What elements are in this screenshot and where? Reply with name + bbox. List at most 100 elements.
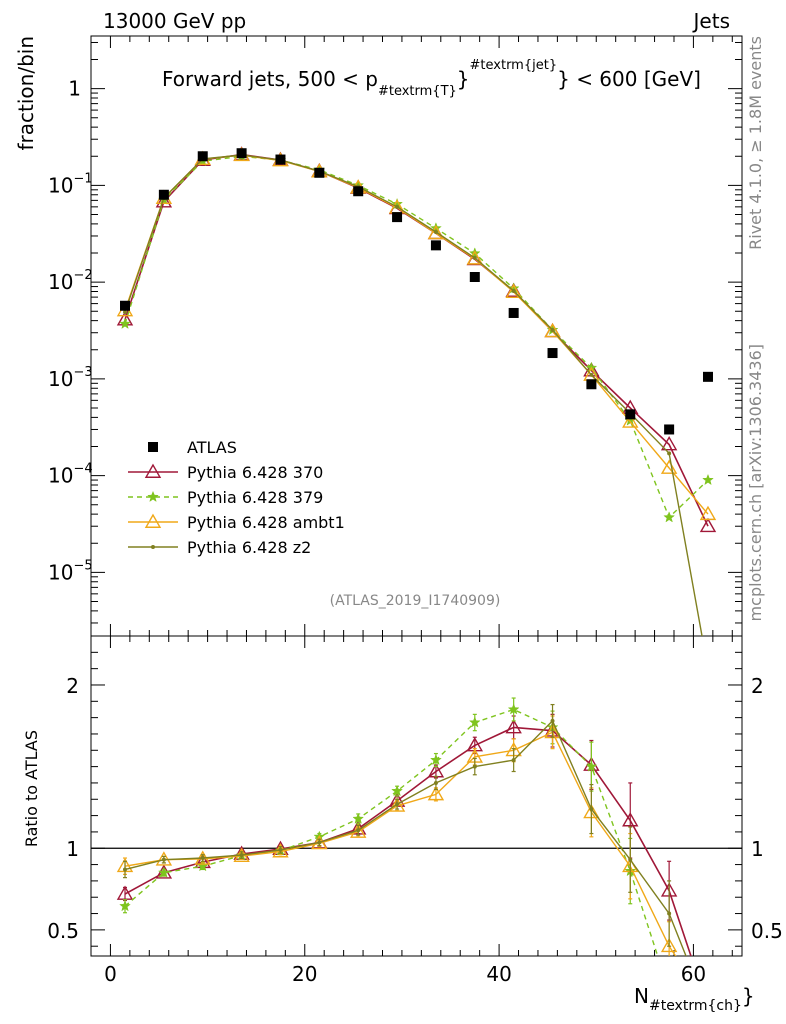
data-point — [699, 505, 717, 521]
data-point — [589, 807, 594, 812]
series-line — [124, 154, 709, 515]
data-point — [702, 473, 714, 486]
data-point — [472, 255, 477, 260]
ratio-tick-label-right: 0.5 — [751, 919, 783, 943]
data-point — [550, 718, 555, 723]
x-axis-label: N#textrm{ch}} — [634, 984, 755, 1014]
data-point — [427, 785, 445, 801]
reference-point — [120, 300, 131, 311]
data-point — [466, 250, 484, 265]
data-point — [505, 719, 522, 734]
data-point — [550, 328, 555, 333]
data-point — [278, 847, 283, 852]
reference-point — [392, 212, 403, 223]
legend-label: Pythia 6.428 370 — [187, 463, 323, 482]
y-tick-label: 10−3 — [48, 365, 93, 391]
data-point — [589, 372, 594, 377]
legend: ATLAS Pythia 6.428 370 Pythia 6.428 379 Pyt… — [128, 438, 345, 557]
data-point — [706, 667, 710, 671]
data-point — [161, 857, 166, 862]
ratio-series-line — [124, 726, 692, 956]
reference-point — [547, 348, 558, 359]
title-end: } < 600 [GeV] — [557, 67, 701, 91]
reference-point — [625, 409, 636, 420]
ratio-series-line — [124, 719, 687, 956]
y-tick-label: 10−2 — [48, 268, 93, 294]
legend-label: ATLAS — [187, 438, 237, 457]
data-point — [123, 310, 128, 315]
data-point — [667, 451, 672, 456]
reference-point — [508, 307, 519, 318]
analysis-watermark: (ATLAS_2019_I1740909) — [330, 593, 501, 609]
header-left: 13000 GeV pp — [103, 9, 246, 33]
data-point — [155, 193, 173, 208]
xlabel-brace: } — [742, 984, 755, 1008]
data-point — [660, 937, 678, 953]
data-point — [622, 812, 639, 827]
x-tick-label: 0 — [104, 962, 117, 986]
data-point — [544, 322, 561, 338]
ratio-plot-frame — [90, 635, 743, 957]
data-point — [511, 758, 516, 763]
xlabel-subscript: #textrm{ch} — [649, 998, 742, 1014]
xlabel-main: N — [634, 984, 649, 1008]
y-tick-label: 10−5 — [48, 558, 93, 584]
data-point — [151, 545, 155, 549]
header-right: Jets — [692, 9, 730, 33]
y-tick-label: 1 — [68, 77, 81, 101]
x-tick-label: 20 — [292, 962, 317, 986]
data-point — [511, 288, 516, 293]
ratio-tick-label-left: 2 — [66, 674, 79, 698]
data-point — [660, 459, 678, 474]
ratio-tick-label-left: 0.5 — [47, 919, 79, 943]
x-tick-label: 40 — [486, 962, 511, 986]
data-point — [352, 812, 365, 824]
ratio-series-line — [124, 731, 677, 956]
ratio-tick-label-right: 1 — [751, 837, 764, 861]
data-point — [622, 413, 639, 428]
ratio-series-line — [124, 708, 659, 956]
data-point — [119, 899, 131, 912]
mcplots-label: mcplots.cern.ch [arXiv:1306.3436] — [746, 344, 765, 621]
chart-title: Forward jets, 500 < p#textrm{T}}#textrm{… — [162, 58, 701, 99]
data-point — [660, 436, 678, 451]
ratio-tick-label-left: 1 — [66, 837, 79, 861]
reference-point — [353, 186, 364, 197]
data-point — [356, 828, 361, 833]
data-point — [155, 851, 173, 866]
data-point — [123, 867, 128, 872]
reference-point — [158, 189, 169, 200]
title-main: Forward jets, 500 < p — [162, 67, 378, 91]
rivet-version-label: Rivet 4.1.0, ≥ 1.8M events — [746, 36, 765, 250]
title-superscript: #textrm{jet} — [470, 58, 558, 73]
data-point — [391, 784, 403, 797]
title-subscript: #textrm{T} — [378, 84, 457, 99]
data-point — [395, 802, 400, 807]
data-point — [585, 760, 598, 772]
legend-label: Pythia 6.428 379 — [187, 488, 323, 507]
reference-point — [314, 167, 325, 178]
reference-point — [586, 379, 597, 390]
ratio-y-axis-label: Ratio to ATLAS — [22, 730, 41, 847]
title-brace: } — [457, 67, 470, 91]
data-point — [468, 716, 481, 728]
reference-point — [197, 151, 208, 162]
data-point — [239, 853, 244, 858]
data-point — [667, 911, 672, 916]
reference-point — [275, 154, 286, 165]
data-point — [505, 283, 522, 298]
reference-point — [702, 371, 713, 382]
data-point — [144, 513, 162, 528]
y-axis-label: fraction/bin — [14, 36, 38, 151]
data-point — [433, 780, 438, 785]
reference-point — [469, 271, 480, 282]
data-point — [664, 986, 675, 996]
data-point — [472, 764, 477, 769]
series-line — [124, 154, 703, 636]
data-point — [663, 511, 676, 523]
data-point — [147, 490, 159, 502]
data-point — [507, 703, 520, 715]
data-point — [119, 317, 131, 329]
data-point — [157, 866, 170, 878]
